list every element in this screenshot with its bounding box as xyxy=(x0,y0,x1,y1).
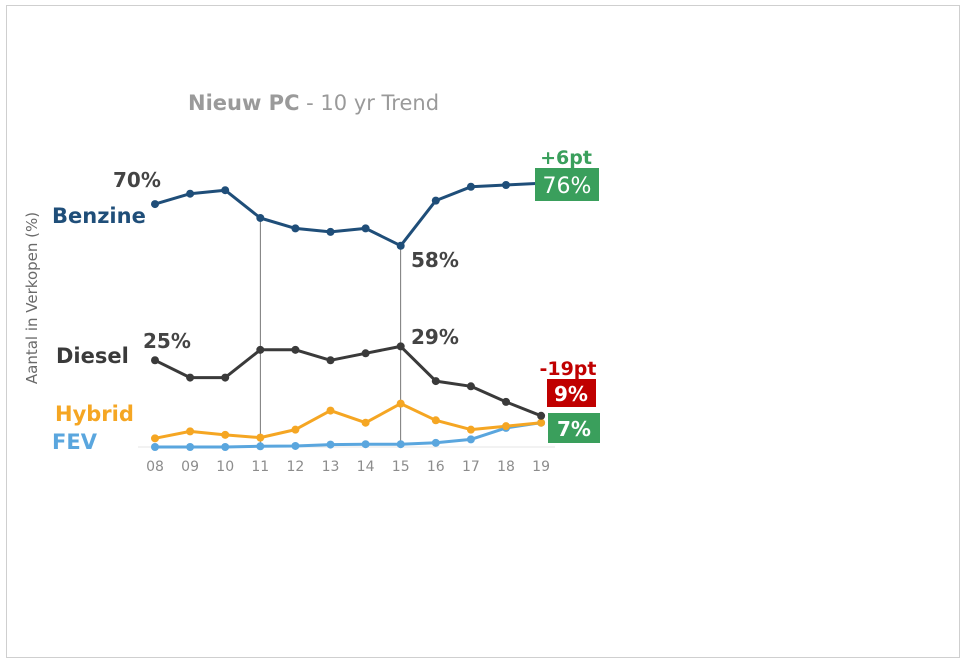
point-hybrid-18 xyxy=(502,422,510,431)
point-hybrid-17 xyxy=(466,425,475,434)
series-label-fev: FEV xyxy=(52,430,98,454)
annotation-benzine-low: 58% xyxy=(411,248,459,272)
x-tick-13: 13 xyxy=(322,459,340,475)
x-tick-18: 18 xyxy=(497,459,515,475)
point-diesel-18 xyxy=(502,397,510,406)
point-diesel-08 xyxy=(151,356,159,365)
point-benzine-14 xyxy=(361,224,370,233)
point-hybrid-10 xyxy=(221,430,230,439)
benzine-end-badge xyxy=(535,168,599,201)
benzine-end-value: 76% xyxy=(543,174,592,199)
point-fev-09 xyxy=(186,443,195,451)
chart-subtitle: 10 yr Trend xyxy=(320,91,439,115)
x-tick-labels: 08 09 10 11 12 13 14 15 16 17 18 19 xyxy=(146,459,550,475)
series-label-benzine: Benzine xyxy=(52,204,146,228)
point-benzine-12 xyxy=(291,224,300,233)
annotation-diesel-start: 25% xyxy=(143,329,191,353)
point-hybrid-14 xyxy=(361,418,370,427)
point-benzine-08 xyxy=(151,200,159,209)
x-tick-11: 11 xyxy=(251,459,269,475)
x-tick-09: 09 xyxy=(181,459,199,475)
series-line-fev xyxy=(155,421,542,449)
annotation-diesel-peak: 29% xyxy=(411,325,459,349)
point-hybrid-12 xyxy=(291,425,300,434)
point-hybrid-13 xyxy=(326,406,335,415)
series-lines xyxy=(154,181,542,449)
point-diesel-10 xyxy=(221,373,230,382)
x-tick-12: 12 xyxy=(286,459,304,475)
benzine-change-label: +6pt xyxy=(540,147,592,169)
diesel-change-label: -19pt xyxy=(539,358,596,380)
point-diesel-11 xyxy=(256,345,265,354)
point-benzine-18 xyxy=(502,181,510,190)
point-benzine-13 xyxy=(326,227,335,236)
point-diesel-19 xyxy=(537,411,546,420)
annotation-benzine-start: 70% xyxy=(113,168,161,192)
point-benzine-15 xyxy=(396,241,405,250)
point-fev-08 xyxy=(151,443,159,451)
point-diesel-15 xyxy=(396,342,405,351)
point-fev-15 xyxy=(396,440,405,449)
x-tick-08: 08 xyxy=(146,459,164,475)
x-tick-15: 15 xyxy=(392,459,410,475)
diesel-end-badge xyxy=(547,379,596,407)
point-benzine-09 xyxy=(186,189,195,198)
series-label-diesel: Diesel xyxy=(56,344,129,368)
chart-title-separator: - xyxy=(299,91,320,115)
x-tick-16: 16 xyxy=(427,459,445,475)
point-benzine-10 xyxy=(221,186,230,195)
series-line-diesel xyxy=(154,344,542,418)
point-hybrid-16 xyxy=(431,416,440,425)
diesel-end-value: 9% xyxy=(554,382,588,406)
chart-frame xyxy=(6,5,960,658)
series-line-hybrid xyxy=(154,402,542,440)
series-points xyxy=(151,179,546,451)
point-benzine-16 xyxy=(431,196,440,205)
point-diesel-17 xyxy=(466,382,475,391)
chart-title-main: Nieuw PC xyxy=(188,91,299,115)
point-diesel-12 xyxy=(291,345,300,354)
ev-end-value: 7% xyxy=(557,417,591,441)
chart-title: Nieuw PC - 10 yr Trend xyxy=(188,91,439,115)
point-hybrid-08 xyxy=(151,434,159,443)
ev-end-badge xyxy=(548,413,600,443)
x-tick-10: 10 xyxy=(216,459,234,475)
point-fev-13 xyxy=(326,440,335,449)
point-hybrid-15 xyxy=(396,399,405,408)
point-fev-11 xyxy=(256,442,265,451)
x-tick-19: 19 xyxy=(532,459,550,475)
point-benzine-11 xyxy=(256,213,265,222)
point-hybrid-19 xyxy=(537,418,546,427)
point-fev-14 xyxy=(361,440,370,449)
series-line-benzine xyxy=(154,181,542,248)
point-hybrid-09 xyxy=(186,427,195,436)
point-fev-17 xyxy=(466,435,475,444)
point-diesel-09 xyxy=(186,373,195,382)
point-diesel-16 xyxy=(431,377,440,386)
series-label-hybrid: Hybrid xyxy=(55,402,134,426)
point-diesel-13 xyxy=(326,356,335,365)
point-fev-12 xyxy=(291,441,300,450)
point-diesel-14 xyxy=(361,349,370,358)
point-benzine-17 xyxy=(466,182,475,191)
x-tick-14: 14 xyxy=(357,459,375,475)
point-fev-10 xyxy=(221,443,230,451)
point-fev-16 xyxy=(431,438,440,447)
y-axis-label: Aantal in Verkopen (%) xyxy=(23,212,41,384)
point-hybrid-11 xyxy=(256,433,265,442)
x-tick-17: 17 xyxy=(462,459,480,475)
